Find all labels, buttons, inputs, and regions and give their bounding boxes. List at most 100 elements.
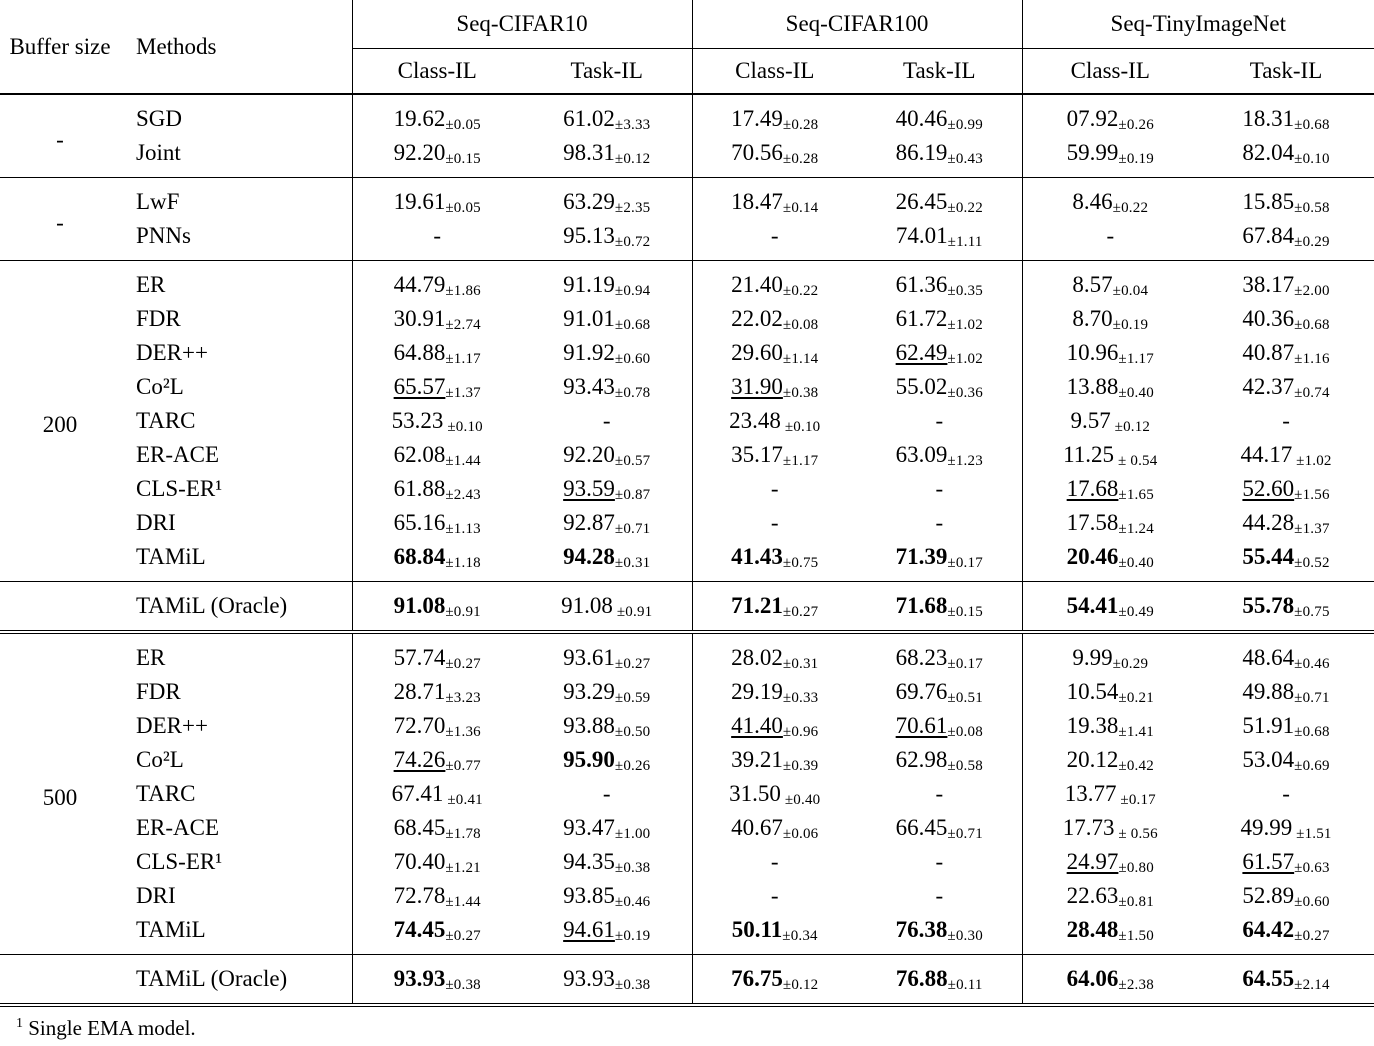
result-value: 8.46	[1072, 189, 1113, 214]
std-dev-value: ±0.74	[1294, 385, 1330, 401]
result-value: 74.26	[393, 747, 446, 772]
std-dev-value: ±0.68	[614, 317, 651, 333]
result-value: 70.56	[731, 140, 783, 165]
std-dev-value: ±0.72	[614, 234, 651, 250]
std-dev-value: ±0.28	[782, 117, 819, 133]
result-value: 17.58	[1066, 510, 1119, 535]
result-value: 9.99	[1072, 645, 1113, 670]
std-dev-value: ±1.44	[445, 894, 481, 910]
std-dev-value: ±0.36	[947, 385, 983, 401]
std-dev-value: ±1.44	[445, 453, 481, 469]
std-dev-value: ±0.15	[947, 604, 983, 620]
result-cell: 40.87±1.16	[1198, 336, 1374, 370]
method-name-cell: ER	[136, 272, 166, 297]
result-value: 76.75	[731, 966, 783, 991]
result-cell: 61.02±3.33	[522, 94, 692, 136]
std-dev-value: ±2.35	[614, 200, 651, 216]
result-value: 65.16	[393, 510, 446, 535]
table-row: TAMiL 68.84±1.18 94.28±0.31 41.43±0.75 71.39…	[0, 540, 1374, 582]
result-cell: 63.09±1.23	[857, 438, 1022, 472]
method-name-cell: Co²L	[136, 747, 184, 772]
std-dev-value: ±0.60	[614, 351, 651, 367]
result-cell: 52.89±0.60	[1198, 879, 1374, 913]
result-value: 31.90	[731, 374, 783, 399]
result-cell: 21.40±0.22	[691, 260, 858, 302]
result-value: 67.84	[1242, 223, 1295, 248]
result-value: 21.40	[731, 272, 783, 297]
std-dev-value: ±1.23	[947, 453, 983, 469]
std-dev-value: ±0.46	[614, 894, 651, 910]
std-dev-value: ±0.40	[1118, 385, 1154, 401]
result-value: 68.45	[393, 815, 446, 840]
result-value: 8.57	[1072, 272, 1113, 297]
result-value: 59.99	[1066, 140, 1119, 165]
result-cell: 18.31±0.68	[1198, 94, 1374, 136]
result-cell: -	[522, 404, 692, 438]
result-value: 64.06	[1066, 966, 1119, 991]
result-value: 51.91	[1242, 713, 1295, 738]
result-value: 50.11	[731, 917, 783, 942]
std-dev-value: ±0.06	[782, 826, 819, 842]
result-cell: -	[857, 777, 1022, 811]
result-value: 93.43	[563, 374, 615, 399]
result-value: 28.71	[393, 679, 446, 704]
std-dev-value: ±1.21	[445, 860, 481, 876]
std-dev-value: ±0.04	[1112, 283, 1149, 299]
result-cell: -	[691, 845, 858, 879]
result-cell: 17.73 ± 0.56	[1021, 811, 1199, 845]
std-dev-value: ±1.24	[1118, 521, 1154, 537]
std-dev-value: ±0.38	[782, 385, 819, 401]
footnote-marker: 1	[16, 1016, 23, 1031]
result-cell: 94.28±0.31	[522, 540, 692, 582]
table-row: TAMiL (Oracle) 91.08±0.91 91.08 ±0.91 71.21…	[0, 581, 1374, 633]
method-name-cell: SGD	[136, 106, 183, 131]
method-name-cell: ER	[136, 645, 166, 670]
std-dev-value: ±1.37	[445, 385, 481, 401]
result-cell: 94.35±0.38	[522, 845, 692, 879]
result-value: 38.17	[1242, 272, 1295, 297]
result-value: 76.38	[895, 917, 948, 942]
result-value: 29.60	[731, 340, 783, 365]
std-dev-value: ±1.36	[445, 724, 481, 740]
result-cell: 91.19±0.94	[522, 261, 692, 303]
method-name-cell: TAMiL (Oracle)	[136, 966, 288, 991]
std-dev-value: ±1.16	[1294, 351, 1330, 367]
std-dev-value: ±0.28	[782, 151, 819, 167]
std-dev-value: ±2.00	[1294, 283, 1330, 299]
result-cell: 74.45±0.27	[351, 913, 522, 955]
result-cell: -	[857, 845, 1022, 879]
result-value: 95.13	[563, 223, 615, 248]
result-value: 61.36	[895, 272, 948, 297]
result-value: 74.45	[393, 917, 446, 942]
std-dev-value: ±0.19	[1112, 317, 1149, 333]
result-value: 91.92	[563, 340, 615, 365]
result-value: 68.23	[895, 645, 948, 670]
result-cell: 95.90±0.26	[522, 743, 692, 777]
table-row: TARC 67.41 ±0.41 - 31.50 ±0.40 - 13.77 ±0.17 -	[0, 777, 1374, 811]
result-cell: 38.17±2.00	[1198, 261, 1374, 303]
result-value: 94.35	[563, 849, 615, 874]
result-cell: 22.63±0.81	[1021, 879, 1199, 913]
std-dev-value: ±0.29	[1294, 234, 1330, 250]
result-value: 41.40	[731, 713, 783, 738]
result-value: 29.19	[731, 679, 783, 704]
col-header-seq-cifar10: Seq-CIFAR10	[351, 0, 693, 49]
result-value: 17.68	[1066, 476, 1119, 501]
result-cell: 19.62±0.05	[351, 94, 522, 136]
results-table: Buffer size Methods Seq-CIFAR10 Seq-CIFA…	[0, 0, 1374, 1005]
result-cell: 93.47±1.00	[522, 811, 692, 845]
result-value: -	[935, 883, 944, 908]
std-dev-value: ±0.27	[445, 656, 481, 672]
result-value: 20.46	[1066, 544, 1119, 569]
result-cell: -	[351, 219, 522, 261]
result-value: 62.08	[393, 442, 446, 467]
std-dev-value: ±1.78	[445, 826, 481, 842]
std-dev-value: ±1.17	[782, 453, 819, 469]
result-cell: 62.98±0.58	[857, 743, 1022, 777]
result-cell: 71.68±0.15	[857, 582, 1022, 633]
table-row: PNNs - 95.13±0.72 - 74.01±1.11 - 67.84±0.29	[0, 219, 1374, 261]
result-value: 19.61	[393, 189, 446, 214]
result-cell: 93.59±0.87	[522, 472, 692, 506]
result-value: 91.19	[563, 272, 615, 297]
result-value: 95.90	[563, 747, 615, 772]
